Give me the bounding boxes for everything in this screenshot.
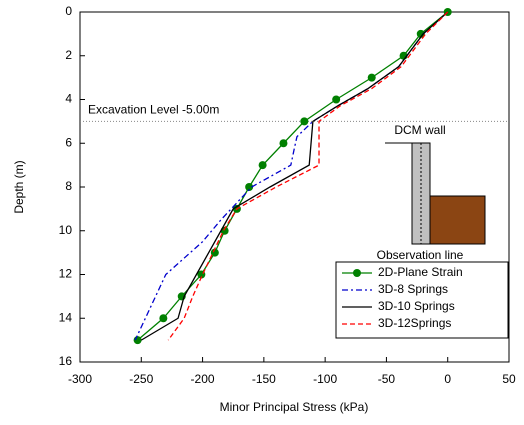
y-tick-label: 14 xyxy=(59,310,73,324)
y-tick-label: 10 xyxy=(59,223,73,237)
legend-label: 3D-12Springs xyxy=(378,316,451,330)
data-point xyxy=(258,161,267,170)
x-tick-label: 50 xyxy=(502,372,516,386)
legend-box xyxy=(335,261,509,339)
y-tick-label: 16 xyxy=(59,354,73,368)
y-tick-label: 8 xyxy=(65,179,72,193)
data-point xyxy=(279,139,288,148)
excavation-label: Excavation Level -5.00m xyxy=(88,103,219,117)
soil xyxy=(429,195,486,245)
data-point xyxy=(367,73,376,82)
data-point xyxy=(159,314,168,323)
data-point xyxy=(245,183,254,191)
series-line xyxy=(167,11,449,341)
x-tick-label: -300 xyxy=(68,372,92,386)
x-tick-label: -50 xyxy=(378,372,396,386)
data-point xyxy=(133,336,142,345)
legend-label: 3D-10 Springs xyxy=(378,299,455,313)
y-tick-label: 0 xyxy=(65,4,72,18)
legend-label: 3D-8 Springs xyxy=(378,282,448,296)
inset-diagram: DCM wall Observation line xyxy=(377,123,486,262)
y-axis-label: Depth (m) xyxy=(12,160,26,213)
legend-label: 2D-Plane Strain xyxy=(378,265,463,279)
observation-label: Observation line xyxy=(377,248,464,262)
y-tick-label: 12 xyxy=(59,267,73,281)
x-tick-label: 0 xyxy=(444,372,451,386)
y-tick-label: 4 xyxy=(65,92,72,106)
series-line xyxy=(137,11,449,341)
data-point xyxy=(332,95,341,104)
legend-marker xyxy=(353,269,361,277)
series-line xyxy=(140,11,449,341)
data-point xyxy=(300,117,309,126)
x-tick-label: -150 xyxy=(252,372,276,386)
y-tick-label: 6 xyxy=(65,135,72,149)
x-tick-label: -250 xyxy=(129,372,153,386)
data-point xyxy=(416,29,425,38)
x-axis-label: Minor Principal Stress (kPa) xyxy=(220,400,369,414)
y-tick-label: 2 xyxy=(65,48,72,62)
wall-label: DCM wall xyxy=(394,123,445,137)
x-tick-label: -100 xyxy=(313,372,337,386)
x-tick-label: -200 xyxy=(191,372,215,386)
data-point xyxy=(210,248,219,257)
